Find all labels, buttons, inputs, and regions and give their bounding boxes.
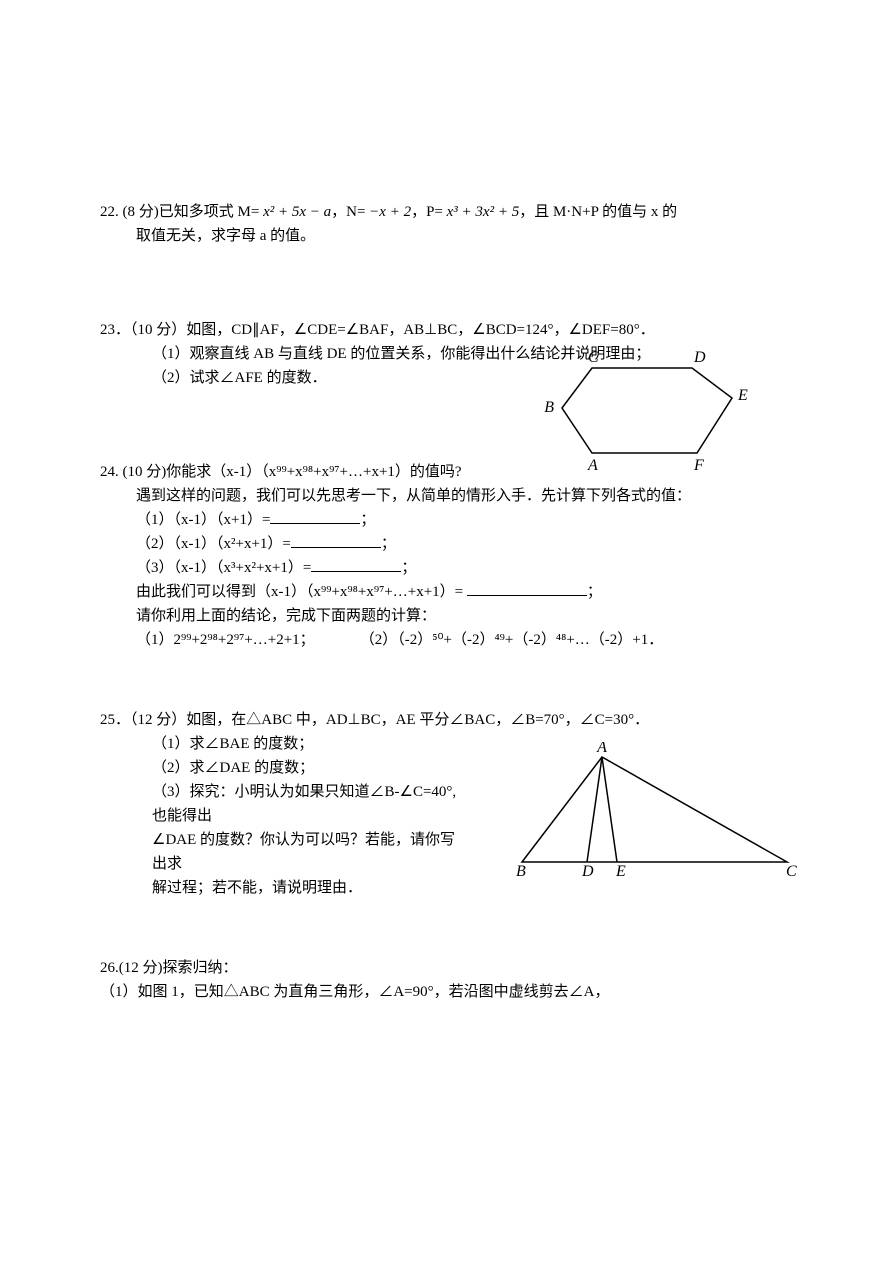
problem-25: 25．（12 分）如图，在△ABC 中，AD⊥BC，AE 平分∠BAC，∠B=7… — [100, 708, 792, 900]
fill-blank[interactable] — [291, 533, 381, 548]
text: 如图，在△ABC 中，AD⊥BC，AE 平分∠BAC，∠B=70°，∠C=30°… — [186, 712, 649, 728]
fill-blank[interactable] — [311, 557, 401, 572]
label-a: A — [596, 742, 607, 756]
problem-25-sub1: （1）求∠BAE 的度数； — [152, 732, 460, 756]
title: 探索归纳： — [163, 960, 238, 976]
problem-25-sub3a: （3）探究：小明认为如果只知道∠B-∠C=40°,也能得出 — [152, 780, 460, 828]
math-expr: −x + 2 — [365, 204, 411, 220]
calc-2: （2）（-2）⁵⁰+（-2）⁴⁹+（-2）⁴⁸+…（-2）+1． — [360, 632, 663, 648]
math-expr: x³ + 3x² + 5 — [447, 204, 520, 220]
problem-25-sub3c: 解过程；若不能，请说明理由． — [152, 876, 460, 900]
q-num: 25． — [100, 712, 130, 728]
problem-24: 24. (10 分)你能求（x-1）（x⁹⁹+x⁹⁸+x⁹⁷+…+x+1）的值吗… — [100, 460, 792, 652]
q-points: (8 分) — [123, 204, 159, 220]
problem-25-stem: 25．（12 分）如图，在△ABC 中，AD⊥BC，AE 平分∠BAC，∠B=7… — [100, 708, 792, 732]
problem-22-stem: 22. (8 分)已知多项式 M= x² + 5x − a，N= −x + 2，… — [100, 200, 792, 224]
semi: ； — [360, 512, 375, 528]
figure-triangle: A B D E C — [502, 742, 802, 882]
label-d: D — [693, 349, 706, 366]
problem-25-sub3b: ∠DAE 的度数？你认为可以吗？若能，请你写出求 — [152, 828, 460, 876]
semi: ； — [401, 560, 416, 576]
calc-row: （1）2⁹⁹+2⁹⁸+2⁹⁷+…+2+1； （2）（-2）⁵⁰+（-2）⁴⁹+（… — [136, 628, 792, 652]
problem-26-sub1: （1）如图 1，已知△ABC 为直角三角形，∠A=90°，若沿图中虚线剪去∠A， — [100, 980, 792, 1004]
label-d: D — [581, 863, 594, 880]
label-b: B — [544, 399, 554, 416]
problem-24-stem: 24. (10 分)你能求（x-1）（x⁹⁹+x⁹⁸+x⁹⁷+…+x+1）的值吗… — [100, 460, 792, 484]
problem-22-line2: 取值无关，求字母 a 的值。 — [136, 224, 792, 248]
text: 由此我们可以得到（x-1）（x⁹⁹+x⁹⁸+x⁹⁷+…+x+1）= — [136, 584, 467, 600]
q-num: 22. — [100, 204, 119, 220]
label-c: C — [786, 863, 797, 880]
text: ，且 M·N+P 的值与 x 的 — [519, 204, 677, 220]
text: 你能求（x-1）（x⁹⁹+x⁹⁸+x⁹⁷+…+x+1）的值吗? — [166, 464, 461, 480]
semi: ； — [381, 536, 396, 552]
q-points: (10 分) — [123, 464, 167, 480]
q-points: (12 分) — [119, 960, 163, 976]
deduce-line: 由此我们可以得到（x-1）（x⁹⁹+x⁹⁸+x⁹⁷+…+x+1）= ； — [136, 580, 792, 604]
q-points: （12 分） — [130, 712, 186, 728]
problem-25-sub2: （2）求∠DAE 的度数； — [152, 756, 460, 780]
label-e: E — [737, 387, 748, 404]
blank-2: （2）（x-1）（x²+x+1）= ； — [136, 532, 792, 556]
text: （1）（x-1）（x+1）= — [136, 512, 270, 528]
text: （3）（x-1）（x³+x²+x+1）= — [136, 560, 311, 576]
fill-blank[interactable] — [270, 509, 360, 524]
label-b: B — [516, 863, 526, 880]
figure-hexagon: B C D E A F — [522, 348, 762, 478]
semi: ； — [587, 584, 602, 600]
use-line: 请你利用上面的结论，完成下面两题的计算： — [136, 604, 792, 628]
text: ，N= — [331, 204, 365, 220]
problem-26-stem: 26.(12 分)探索归纳： — [100, 956, 792, 980]
text: ，P= — [411, 204, 447, 220]
problem-23: 23．（10 分）如图，CD∥AF，∠CDE=∠BAF，AB⊥BC，∠BCD=1… — [100, 318, 792, 390]
problem-24-intro: 遇到这样的问题，我们可以先思考一下，从简单的情形入手．先计算下列各式的值： — [136, 484, 792, 508]
blank-3: （3）（x-1）（x³+x²+x+1）= ； — [136, 556, 792, 580]
math-expr: x² + 5x − a — [259, 204, 331, 220]
label-c: C — [588, 349, 599, 366]
label-e: E — [615, 863, 626, 880]
blank-1: （1）（x-1）（x+1）= ； — [136, 508, 792, 532]
problem-23-stem: 23．（10 分）如图，CD∥AF，∠CDE=∠BAF，AB⊥BC，∠BCD=1… — [100, 318, 792, 342]
fill-blank[interactable] — [467, 581, 587, 596]
text: （2）（x-1）（x²+x+1）= — [136, 536, 291, 552]
q-num: 23． — [100, 322, 130, 338]
q-num: 24. — [100, 464, 119, 480]
calc-1: （1）2⁹⁹+2⁹⁸+2⁹⁷+…+2+1； — [136, 628, 356, 652]
q-num: 26. — [100, 960, 119, 976]
problem-26: 26.(12 分)探索归纳： （1）如图 1，已知△ABC 为直角三角形，∠A=… — [100, 956, 792, 1004]
text: 已知多项式 M= — [159, 204, 260, 220]
text: 如图，CD∥AF，∠CDE=∠BAF，AB⊥BC，∠BCD=124°，∠DEF=… — [186, 322, 654, 338]
problem-22: 22. (8 分)已知多项式 M= x² + 5x − a，N= −x + 2，… — [100, 200, 792, 248]
q-points: （10 分） — [130, 322, 186, 338]
